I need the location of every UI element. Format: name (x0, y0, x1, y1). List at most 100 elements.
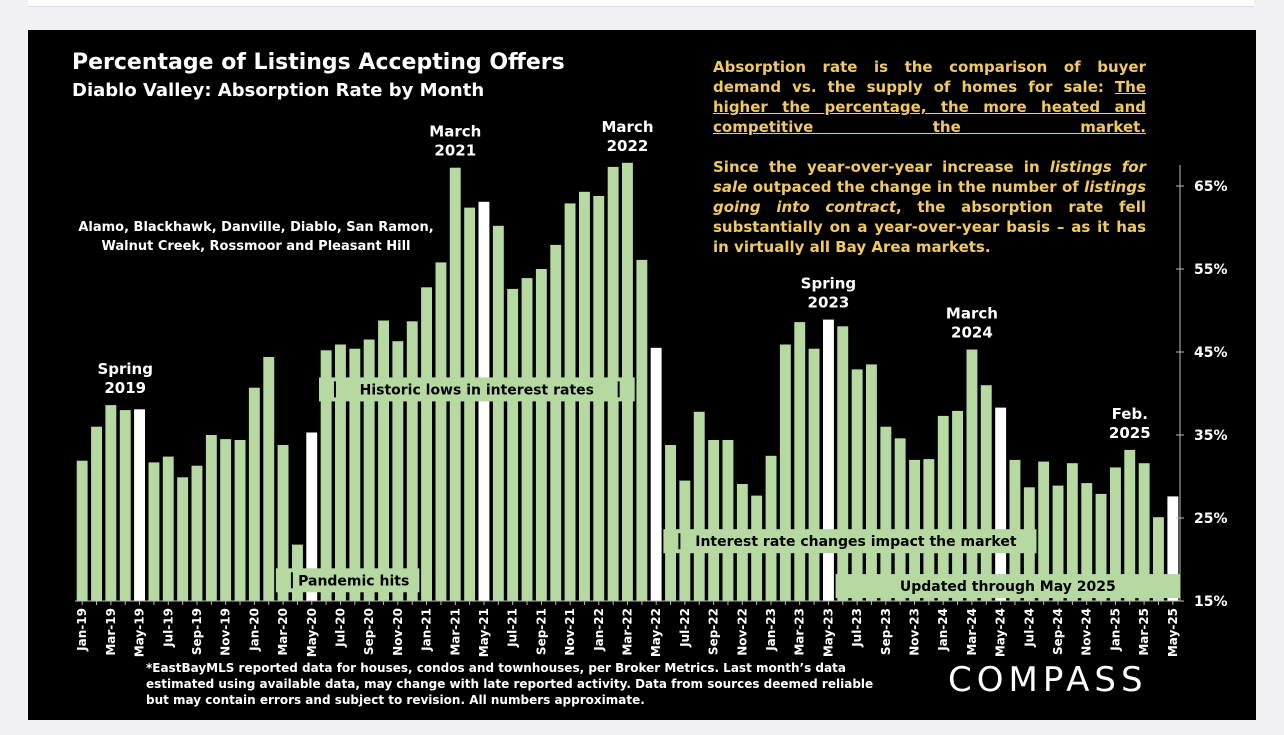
bar-aug-21 (521, 278, 533, 601)
x-tick-label: May-21 (477, 608, 491, 657)
bar-may-25 (1167, 496, 1179, 601)
bar-feb-24 (952, 410, 963, 601)
x-tick-label: Mar-25 (1137, 608, 1151, 656)
annotation-label: Spring (97, 360, 153, 378)
bar-sep-24 (1052, 485, 1064, 601)
range-label-background (835, 574, 1180, 599)
x-tick-label: May-23 (821, 608, 835, 657)
annotation-label: Spring (801, 275, 857, 293)
bar-jan-20 (248, 387, 260, 601)
x-tick-label: Sep-19 (190, 608, 204, 655)
y-tick-label: 55% (1194, 262, 1228, 278)
region-list: Alamo, Blackhawk, Danville, Diablo, San … (78, 220, 434, 254)
bar-apr-23 (808, 348, 820, 601)
bar-aug-19 (177, 477, 189, 601)
x-tick-label: Jul-21 (506, 608, 520, 648)
annotation-label: 2019 (104, 379, 146, 397)
absorption-definition-note: Absorption rate is the comparison of buy… (713, 57, 1146, 137)
x-tick-label: May-19 (133, 608, 147, 657)
x-tick-label: Mar-22 (621, 608, 635, 656)
x-tick-label: Jul-23 (850, 608, 864, 648)
bar-feb-21 (435, 262, 447, 601)
bar-aug-20 (349, 348, 361, 601)
bar-jun-23 (837, 326, 849, 601)
bar-jul-23 (851, 369, 863, 601)
note-explanation-d: listings going into contract (713, 178, 1146, 216)
bar-aug-22 (693, 411, 705, 601)
bar-may-22 (650, 347, 662, 601)
bar-jan-25 (1110, 467, 1121, 601)
x-tick-label: Jan-21 (420, 608, 434, 652)
x-tick-label: Nov-20 (391, 608, 405, 656)
bar-jul-21 (507, 288, 519, 601)
x-tick-label: Jul-22 (678, 608, 692, 648)
annotations: Spring2019March2021March2022Spring2023Ma… (97, 118, 1150, 442)
range-label-background (663, 529, 1037, 554)
x-tick-label: Sep-21 (534, 608, 548, 655)
bar-oct-24 (1066, 463, 1078, 601)
range-label-box: Updated through May 2025 (835, 574, 1180, 599)
range-label-text: Pandemic hits (298, 573, 409, 589)
bar-feb-25 (1124, 449, 1136, 601)
x-tick-label: Jan-22 (592, 608, 606, 652)
bar-mar-23 (794, 322, 806, 601)
yoy-explanation-note: Since the year-over-year increase in lis… (713, 157, 1146, 257)
range-label-box: Pandemic hits (275, 568, 420, 593)
annotation-label: 2021 (434, 142, 476, 160)
top-strip (28, 0, 1254, 7)
annotation-label: March (601, 118, 653, 136)
range-label-text: Interest rate changes impact the market (695, 534, 1017, 550)
annotation-label: 2025 (1109, 424, 1151, 442)
bar-feb-23 (779, 344, 791, 601)
range-label-box: Historic lows in interest rates (319, 377, 635, 402)
x-tick-label: May-20 (305, 608, 319, 657)
bar-apr-19 (119, 410, 131, 601)
x-tick-label: May-22 (649, 608, 663, 657)
bar-mar-19 (105, 405, 117, 601)
annotation-label: March (946, 305, 998, 323)
note-explanation-b: listings for sale (713, 158, 1146, 196)
bar-jan-23 (765, 455, 777, 602)
x-tick-label: Jan-19 (75, 608, 89, 652)
x-tick-label: Jan-25 (1108, 608, 1122, 652)
bar-sep-19 (191, 465, 203, 601)
chart-title: Percentage of Listings Accepting Offers (72, 50, 565, 75)
bar-mar-25 (1138, 463, 1150, 601)
note-explanation-c: outpaced the change in the number of (747, 178, 1085, 196)
x-tick-label: May-25 (1166, 608, 1180, 657)
bar-dec-20 (406, 321, 418, 601)
x-tick-label: Mar-21 (448, 608, 462, 656)
bar-apr-25 (1153, 517, 1164, 601)
bar-nov-21 (564, 203, 576, 601)
bar-aug-24 (1038, 461, 1050, 601)
bar-apr-21 (464, 207, 476, 601)
x-axis: Jan-19 Mar-19 May-19 Jul-19 Sep-19 Nov-19 Jan-… (75, 600, 1180, 657)
bar-jun-19 (148, 462, 160, 601)
x-tick-label: Nov-21 (563, 608, 577, 656)
x-tick-label: Jul-19 (161, 608, 175, 648)
x-tick-label: Nov-23 (908, 608, 922, 656)
bar-jun-20 (320, 350, 332, 601)
bar-jun-22 (665, 445, 676, 601)
x-tick-label: May-24 (994, 608, 1008, 657)
bar-feb-19 (91, 426, 102, 601)
bar-apr-24 (980, 385, 992, 601)
x-tick-label: Mar-24 (965, 608, 979, 656)
bar-jul-20 (335, 344, 346, 601)
bar-sep-23 (880, 426, 892, 601)
range-labels: Historic lows in interest rates Pandemic … (275, 377, 1180, 599)
range-label-background (319, 377, 635, 402)
bar-sep-22 (708, 440, 720, 601)
bar-mar-24 (966, 349, 978, 601)
y-tick-label: 15% (1194, 594, 1228, 610)
x-tick-label: Nov-24 (1080, 608, 1094, 656)
bar-jun-21 (492, 225, 504, 602)
data-source-footnote: *EastBayMLS reported data for houses, co… (146, 661, 874, 707)
y-tick-label: 45% (1194, 345, 1228, 361)
annotation-label: 2022 (607, 137, 649, 155)
annotation-label: 2024 (951, 324, 993, 342)
note-definition-text: Absorption rate is the comparison of buy… (713, 58, 1146, 96)
y-tick-label: 25% (1194, 511, 1228, 527)
x-tick-label: Sep-20 (362, 608, 376, 655)
note-definition-underlined: The higher the percentage, the more heat… (713, 78, 1146, 136)
